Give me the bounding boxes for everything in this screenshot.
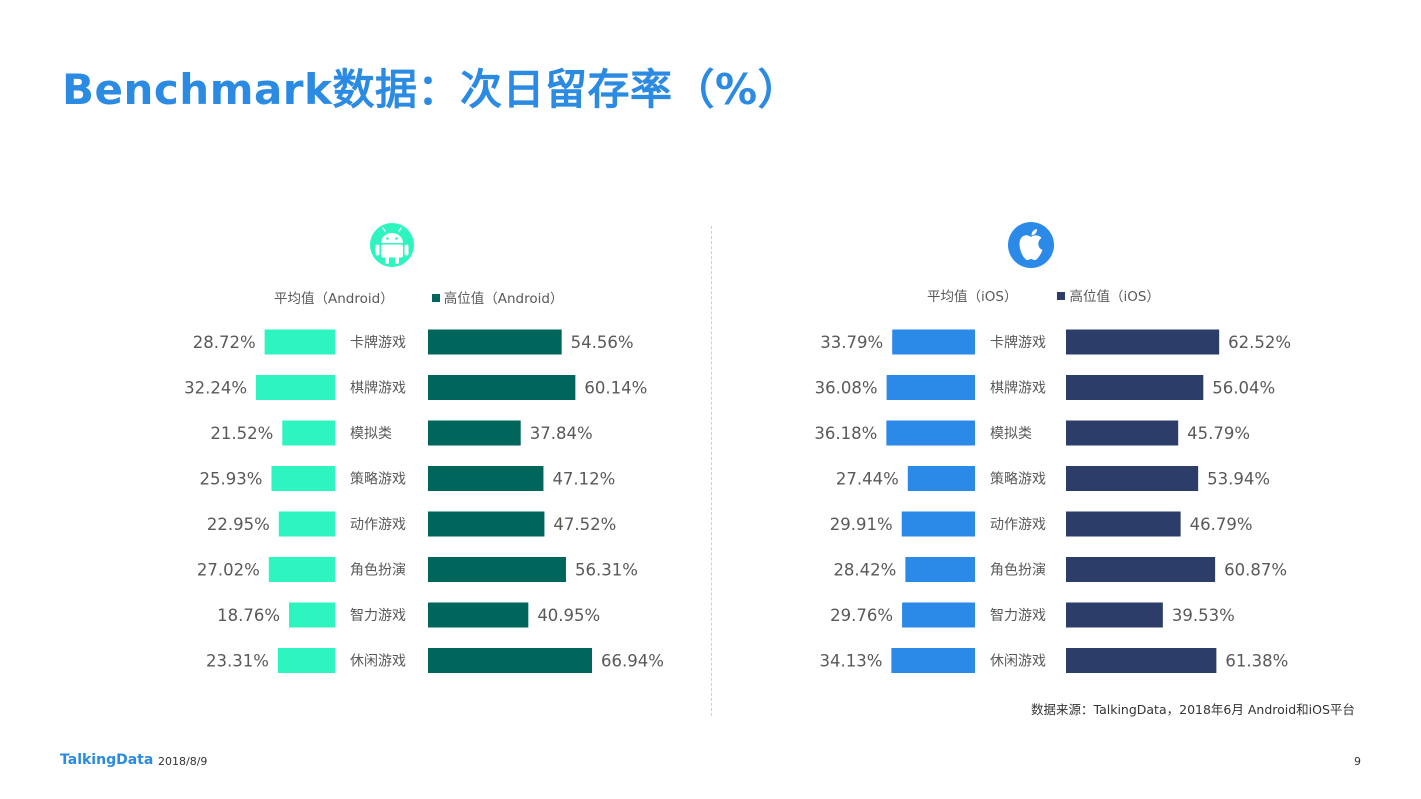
- ios-category-label: 角色扮演: [990, 562, 1046, 579]
- android-avg-label: 27.02%: [197, 561, 260, 580]
- ios-avg-bar: [907, 466, 975, 491]
- android-high-label: 56.31%: [575, 561, 638, 580]
- android-category-label: 策略游戏: [350, 471, 406, 488]
- ios-high-bar: [1066, 602, 1163, 628]
- android-high-label: 47.12%: [552, 470, 615, 489]
- ios-category-label: 棋牌游戏: [990, 380, 1046, 397]
- legend-ios-high-swatch: [1057, 292, 1066, 300]
- ios-avg-bar: [901, 511, 975, 537]
- android-avg-label: 28.72%: [193, 333, 256, 352]
- ios-avg-bar: [891, 648, 975, 673]
- ios-high-bar: [1066, 511, 1181, 537]
- ios-avg-label: 29.91%: [830, 515, 893, 534]
- legend-android: 平均值（Android） 高位值（Android）: [274, 287, 563, 307]
- legend-android-high-swatch: [431, 294, 440, 302]
- android-avg-label: 21.52%: [210, 424, 273, 443]
- ios-high-label: 61.38%: [1225, 652, 1288, 671]
- ios-category-label: 动作游戏: [990, 517, 1046, 533]
- android-avg-label: 25.93%: [200, 470, 263, 489]
- ios-avg-bar: [902, 602, 975, 628]
- ios-avg-bar: [886, 420, 975, 446]
- legend-ios-avg: 平均值（iOS）: [927, 289, 1018, 305]
- ios-high-bar: [1066, 648, 1217, 673]
- panel-divider: [711, 226, 712, 716]
- ios-high-label: 39.53%: [1172, 606, 1235, 625]
- android-high-bar: [428, 329, 562, 355]
- android-high-bar: [428, 602, 529, 628]
- legend-android-high: 高位值（Android）: [443, 291, 564, 307]
- ios-avg-bar: [892, 329, 975, 355]
- page-title: Benchmark数据：次日留存率（%）: [62, 65, 801, 114]
- data-source: 数据来源：TalkingData，2018年6月 Android和iOS平台: [1031, 702, 1355, 717]
- android-category-label: 卡牌游戏: [350, 334, 406, 351]
- android-avg-bar: [264, 329, 335, 355]
- android-avg-label: 23.31%: [206, 652, 269, 671]
- ios-avg-bar: [886, 375, 975, 400]
- android-category-label: 角色扮演: [350, 562, 406, 579]
- ios-avg-label: 28.42%: [833, 561, 896, 580]
- android-avg-bar: [289, 602, 335, 628]
- ios-avg-label: 29.76%: [830, 606, 893, 625]
- android-high-label: 47.52%: [553, 515, 616, 534]
- footer-date: 2018/8/9: [158, 755, 208, 768]
- android-category-label: 休闲游戏: [350, 654, 406, 670]
- android-category-label: 智力游戏: [350, 608, 406, 624]
- ios-high-label: 45.79%: [1187, 424, 1250, 443]
- legend-ios-high: 高位值（iOS）: [1069, 289, 1160, 305]
- ios-avg-label: 33.79%: [820, 333, 883, 352]
- android-avg-bar: [268, 557, 335, 582]
- legend-android-avg: 平均值（Android）: [274, 291, 394, 307]
- android-icon: [370, 223, 414, 267]
- page-number: 9: [1354, 755, 1361, 768]
- android-high-label: 40.95%: [537, 606, 600, 625]
- android-high-label: 66.94%: [601, 652, 664, 671]
- android-category-label: 模拟类: [350, 426, 392, 442]
- android-avg-bar: [282, 420, 335, 446]
- ios-avg-label: 27.44%: [836, 470, 899, 489]
- ios-high-label: 46.79%: [1190, 515, 1253, 534]
- android-high-label: 54.56%: [571, 333, 634, 352]
- android-high-label: 37.84%: [530, 424, 593, 443]
- android-high-bar: [428, 420, 521, 446]
- android-category-label: 动作游戏: [350, 517, 406, 533]
- ios-high-bar: [1066, 375, 1204, 400]
- ios-avg-bar: [905, 557, 975, 582]
- ios-category-label: 模拟类: [990, 426, 1032, 442]
- ios-high-bar: [1066, 466, 1199, 491]
- ios-high-bar: [1066, 329, 1220, 355]
- android-high-bar: [428, 375, 576, 400]
- android-high-bar: [428, 511, 545, 537]
- android-avg-bar: [277, 648, 335, 673]
- android-avg-bar: [256, 375, 335, 400]
- android-avg-bar: [271, 466, 335, 491]
- android-avg-bar: [278, 511, 335, 537]
- android-high-bar: [428, 466, 544, 491]
- ios-high-label: 53.94%: [1207, 470, 1270, 489]
- apple-icon: [1008, 222, 1054, 268]
- android-avg-label: 32.24%: [184, 379, 247, 398]
- ios-category-label: 智力游戏: [990, 608, 1046, 624]
- talkingdata-logo: TalkingData: [60, 752, 154, 768]
- ios-avg-label: 34.13%: [819, 652, 882, 671]
- ios-high-label: 56.04%: [1212, 379, 1275, 398]
- ios-high-label: 60.87%: [1224, 561, 1287, 580]
- ios-high-bar: [1066, 557, 1216, 582]
- ios-category-label: 卡牌游戏: [990, 334, 1046, 351]
- android-high-bar: [428, 557, 566, 582]
- android-category-label: 棋牌游戏: [350, 380, 406, 397]
- ios-avg-label: 36.08%: [815, 379, 878, 398]
- ios-category-label: 策略游戏: [990, 471, 1046, 488]
- ios-high-bar: [1066, 420, 1179, 446]
- android-avg-label: 18.76%: [217, 606, 280, 625]
- android-avg-label: 22.95%: [207, 515, 270, 534]
- android-high-bar: [428, 648, 593, 673]
- ios-high-label: 62.52%: [1228, 333, 1291, 352]
- android-high-label: 60.14%: [584, 379, 647, 398]
- ios-category-label: 休闲游戏: [990, 654, 1046, 670]
- legend-ios: 平均值（iOS） 高位值（iOS）: [927, 285, 1160, 305]
- ios-avg-label: 36.18%: [814, 424, 877, 443]
